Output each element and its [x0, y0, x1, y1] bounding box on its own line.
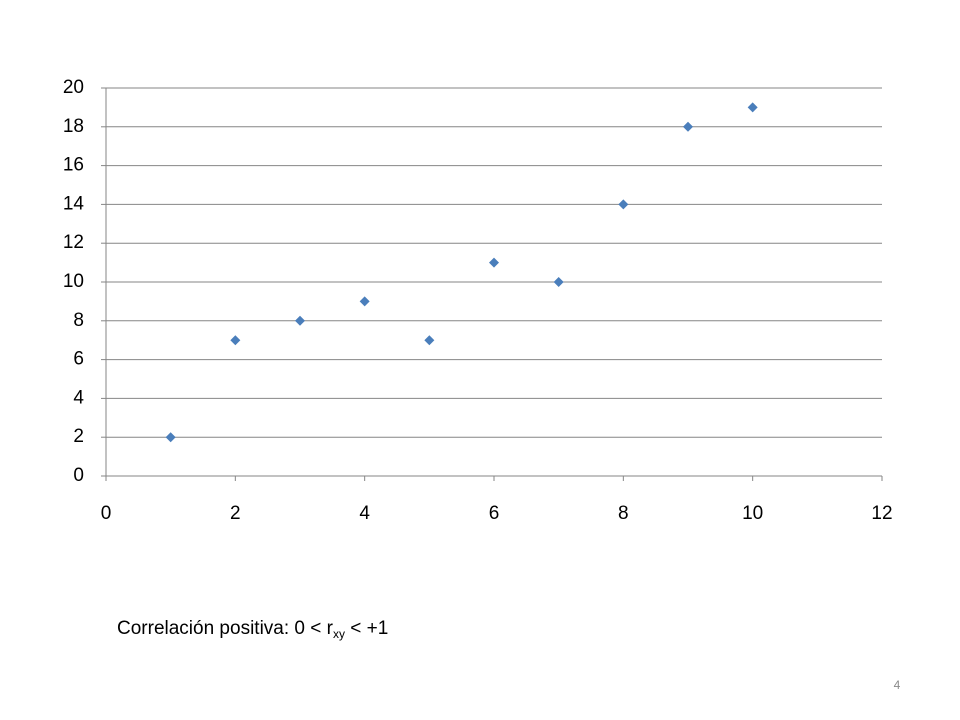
page-number: 4	[894, 678, 901, 692]
y-tick-label: 14	[63, 193, 85, 214]
caption-text: Correlación positiva: 0 < r	[117, 618, 334, 639]
y-tick-label: 2	[73, 426, 84, 447]
y-tick-label: 4	[73, 387, 84, 408]
y-tick-label: 0	[73, 465, 84, 486]
y-tick-label: 8	[73, 310, 84, 331]
point	[747, 102, 758, 113]
y-tick-label: 6	[73, 349, 84, 370]
point	[683, 121, 693, 132]
point	[553, 277, 564, 287]
y-tick-label: 12	[63, 232, 84, 253]
x-tick-label: 12	[871, 503, 892, 524]
point	[295, 315, 305, 326]
x-tick-label: 2	[230, 503, 241, 524]
x-tick-label: 0	[101, 503, 112, 524]
caption-subscript: xy	[333, 627, 345, 641]
point	[489, 257, 499, 268]
y-tick-label: 10	[63, 271, 84, 292]
y-tick-label: 18	[63, 116, 84, 137]
x-tick-label: 8	[618, 503, 629, 524]
caption-tail: < +1	[345, 618, 388, 639]
point	[618, 199, 629, 210]
y-tick-label: 20	[63, 77, 84, 98]
point	[359, 296, 370, 307]
point	[424, 335, 435, 346]
x-tick-label: 4	[359, 503, 370, 524]
point	[230, 335, 241, 346]
y-tick-label: 16	[63, 155, 84, 176]
x-tick-label: 6	[489, 503, 500, 524]
point	[165, 432, 176, 443]
x-tick-label: 10	[742, 503, 763, 524]
caption: Correlación positiva: 0 < rxy < +1	[117, 618, 388, 641]
